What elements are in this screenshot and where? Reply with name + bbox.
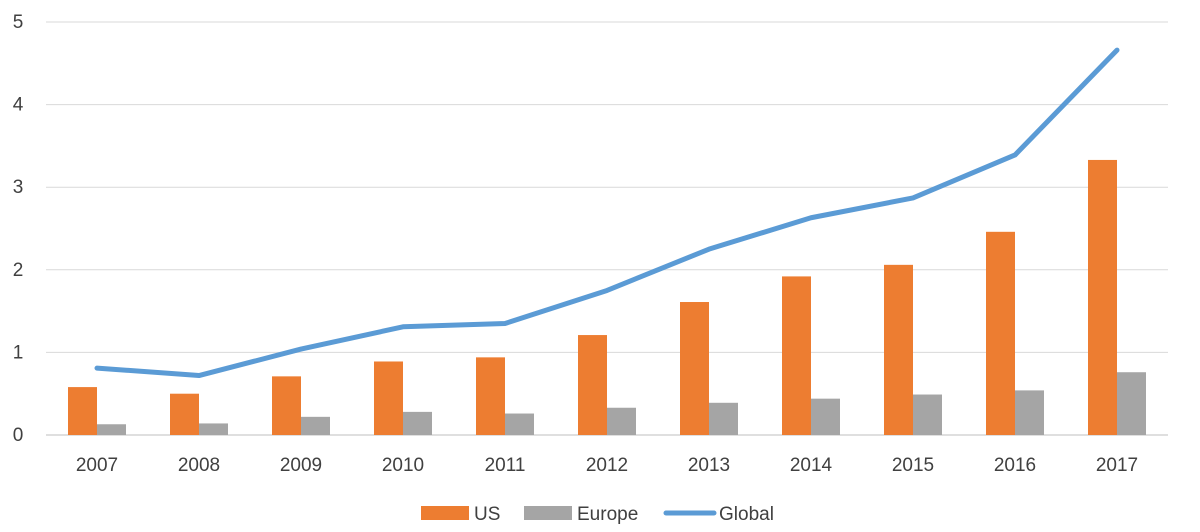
bar-us-2007 xyxy=(68,387,97,435)
bar-europe-2017 xyxy=(1117,372,1146,435)
x-tick-label: 2017 xyxy=(1096,455,1138,476)
grid-layer xyxy=(46,21,1168,436)
bar-us-2017 xyxy=(1088,159,1117,435)
bar-us-2009 xyxy=(272,376,301,435)
series-line-global xyxy=(94,47,1120,379)
x-axis-ticks: 2007 2008 2009 2010 2011 2012 2013 2014 2015 2016… xyxy=(76,455,1138,476)
bar-europe-2016 xyxy=(1015,390,1044,435)
x-tick-label: 2008 xyxy=(178,455,220,476)
bar-europe-2010 xyxy=(403,411,432,435)
bar-europe-2011 xyxy=(505,413,534,435)
x-tick-label: 2012 xyxy=(586,455,628,476)
y-tick-label: 1 xyxy=(13,342,24,363)
x-tick-label: 2016 xyxy=(994,455,1036,476)
bar-europe-2012 xyxy=(607,407,636,435)
bar-europe-2014 xyxy=(811,398,840,435)
legend-swatch-us xyxy=(421,506,469,520)
legend-label: Global xyxy=(719,504,774,525)
x-tick-label: 2015 xyxy=(892,455,934,476)
x-tick-label: 2014 xyxy=(790,455,833,476)
legend-item-europe: Europe xyxy=(524,504,638,525)
bar-europe-2009 xyxy=(301,416,330,435)
y-tick-label: 2 xyxy=(13,260,24,281)
bar-europe-2007 xyxy=(97,424,126,435)
x-tick-label: 2007 xyxy=(76,455,118,476)
legend: US Europe Global xyxy=(421,504,774,525)
legend-item-global: Global xyxy=(663,504,774,525)
y-tick-label: 5 xyxy=(13,12,24,33)
legend-label: US xyxy=(474,504,500,525)
bar-us-2015 xyxy=(884,264,913,435)
bar-europe-2013 xyxy=(709,402,738,435)
x-tick-label: 2011 xyxy=(485,455,526,476)
bar-europe-2015 xyxy=(913,394,942,435)
legend-label: Europe xyxy=(577,504,638,525)
bar-us-2014 xyxy=(782,276,811,435)
x-tick-label: 2009 xyxy=(280,455,322,476)
y-axis-ticks: 0 1 2 3 4 5 xyxy=(13,12,24,446)
bar-europe-2008 xyxy=(199,423,228,435)
y-tick-label: 4 xyxy=(13,95,24,116)
bar-us-2010 xyxy=(374,361,403,435)
bar-us-2012 xyxy=(578,335,607,435)
bar-us-2013 xyxy=(680,302,709,435)
y-tick-label: 3 xyxy=(13,177,24,198)
y-tick-label: 0 xyxy=(13,425,24,446)
x-tick-label: 2010 xyxy=(382,455,424,476)
legend-item-us: US xyxy=(421,504,500,525)
legend-swatch-europe xyxy=(524,506,572,520)
line-layer xyxy=(94,47,1120,379)
bars-layer xyxy=(68,159,1146,435)
bar-us-2011 xyxy=(476,357,505,435)
x-tick-label: 2013 xyxy=(688,455,730,476)
bar-us-2008 xyxy=(170,393,199,435)
bar-us-2016 xyxy=(986,231,1015,435)
